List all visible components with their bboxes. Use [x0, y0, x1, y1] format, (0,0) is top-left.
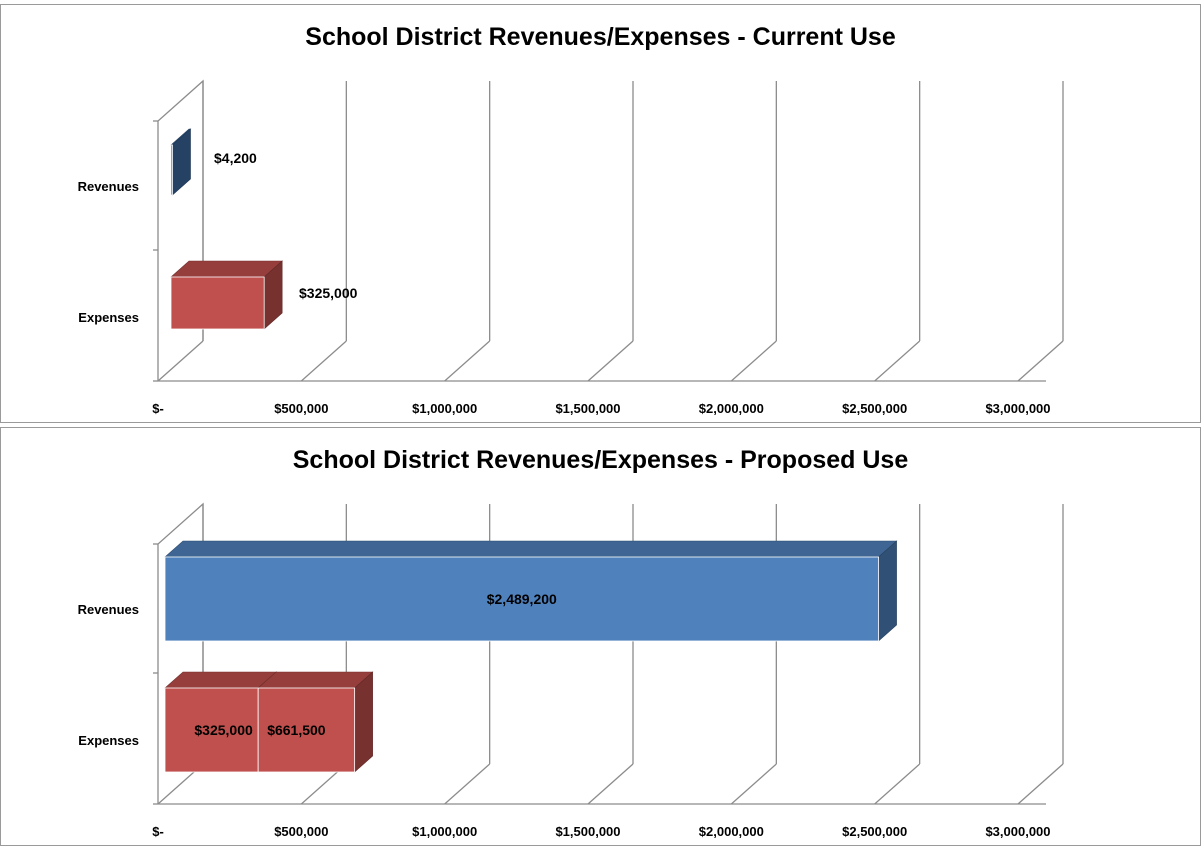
bar-expenses-part2-side [354, 671, 373, 773]
floor-gridline [157, 340, 204, 382]
category-label: Revenues [78, 602, 139, 617]
bar-expenses-top [170, 260, 283, 278]
floor-gridline [587, 763, 634, 805]
bar-expenses [170, 276, 265, 330]
bar-revenues-side [172, 128, 191, 196]
chart-title: School District Revenues/Expenses - Curr… [305, 23, 896, 51]
bar-revenues [170, 144, 173, 196]
x-tick-label: $3,000,000 [985, 824, 1050, 839]
category-label: Revenues [78, 179, 139, 194]
chart-title: School District Revenues/Expenses - Prop… [292, 446, 909, 474]
data-label: $325,000 [194, 722, 253, 738]
floor-gridline [1017, 340, 1064, 382]
bar-expenses-part2-top [257, 671, 374, 689]
floor-gridline [587, 340, 634, 382]
floor-gridline [444, 763, 491, 805]
x-tick-label: $1,000,000 [412, 401, 477, 416]
x-tick-label: $1,500,000 [555, 401, 620, 416]
x-tick-label: $- [152, 824, 164, 839]
x-tick-label: $2,000,000 [699, 824, 764, 839]
floor-gridline [874, 340, 921, 382]
bar-revenues-top [164, 540, 898, 558]
category-label: Expenses [78, 733, 139, 748]
floor-gridline [300, 340, 347, 382]
chart-plot-proposed: $- $500,000 $1,000,000 $1,500,000 $2,000,000… [78, 502, 1064, 839]
floor-gridline [1017, 763, 1064, 805]
category-label: Expenses [78, 310, 139, 325]
x-tick-label: $500,000 [274, 401, 328, 416]
x-tick-label: $2,500,000 [842, 824, 907, 839]
data-label: $325,000 [299, 285, 358, 301]
x-tick-label: $2,500,000 [842, 401, 907, 416]
data-label: $4,200 [214, 150, 257, 166]
x-tick-label: $3,000,000 [985, 401, 1050, 416]
bar-expenses-part2 [257, 687, 356, 773]
floor-gridline [730, 340, 777, 382]
bar-expenses-part1-top [164, 671, 277, 689]
floor-gridline [730, 763, 777, 805]
chart-plot-current: $- $500,000 $1,000,000 $1,500,000 $2,000,000… [78, 79, 1064, 416]
x-tick-label: $- [152, 401, 164, 416]
data-label: $661,500 [267, 722, 326, 738]
bar-revenues [164, 556, 879, 642]
floor-gridline [444, 340, 491, 382]
floor-gridline [874, 763, 921, 805]
data-label: $2,489,200 [487, 591, 557, 607]
bar-revenues-side [878, 540, 897, 642]
side-wall [157, 79, 204, 381]
x-tick-label: $1,000,000 [412, 824, 477, 839]
bar-expenses-part1 [164, 687, 259, 773]
chart-current-use: School District Revenues/Expenses - Curr… [0, 4, 1201, 423]
x-tick-label: $500,000 [274, 824, 328, 839]
chart-proposed-use: School District Revenues/Expenses - Prop… [0, 427, 1201, 846]
x-tick-label: $1,500,000 [555, 824, 620, 839]
x-tick-label: $2,000,000 [699, 401, 764, 416]
